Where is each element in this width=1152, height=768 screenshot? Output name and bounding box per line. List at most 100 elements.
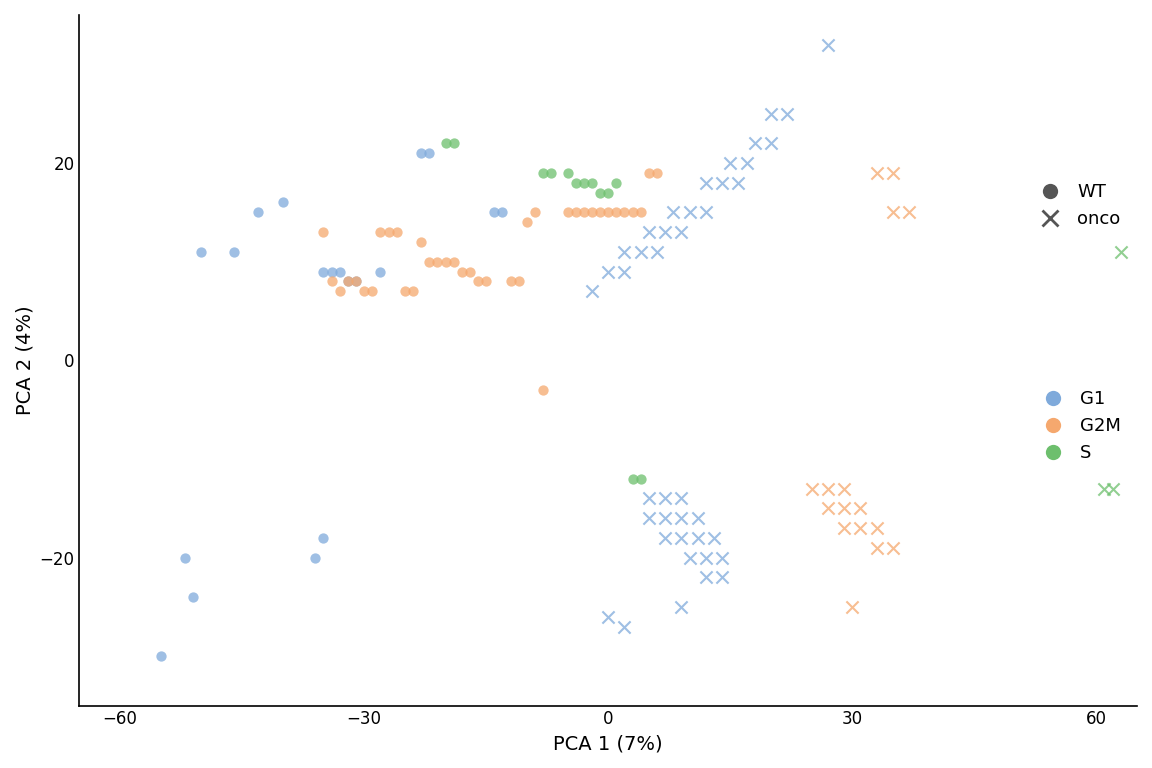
- Point: [323, 275, 341, 287]
- Point: [607, 206, 626, 218]
- Point: [697, 571, 715, 584]
- Point: [412, 147, 431, 159]
- Point: [900, 206, 918, 218]
- Point: [152, 650, 170, 662]
- Point: [867, 167, 886, 179]
- Point: [713, 571, 732, 584]
- Point: [501, 275, 520, 287]
- Point: [559, 167, 577, 179]
- Point: [371, 266, 389, 278]
- Point: [429, 256, 447, 268]
- Point: [591, 206, 609, 218]
- Point: [681, 206, 699, 218]
- Point: [493, 206, 511, 218]
- Point: [705, 531, 723, 544]
- Point: [673, 226, 691, 238]
- Point: [761, 108, 780, 120]
- Point: [835, 482, 854, 495]
- Point: [371, 226, 389, 238]
- Point: [477, 275, 495, 287]
- Legend: G1, G2M, S: G1, G2M, S: [1028, 383, 1128, 469]
- Point: [778, 108, 796, 120]
- Point: [1096, 482, 1114, 495]
- Point: [631, 472, 650, 485]
- X-axis label: PCA 1 (7%): PCA 1 (7%): [553, 734, 664, 753]
- Point: [599, 187, 617, 199]
- Point: [689, 512, 707, 525]
- Point: [884, 167, 902, 179]
- Point: [721, 157, 740, 169]
- Point: [655, 492, 674, 505]
- Point: [331, 266, 349, 278]
- Point: [225, 246, 243, 258]
- Point: [819, 502, 838, 515]
- Point: [599, 266, 617, 278]
- Point: [575, 177, 593, 189]
- Point: [803, 482, 821, 495]
- Point: [761, 137, 780, 150]
- Point: [599, 206, 617, 218]
- Point: [314, 266, 333, 278]
- Point: [615, 246, 634, 258]
- Point: [884, 541, 902, 554]
- Point: [631, 206, 650, 218]
- Point: [615, 206, 634, 218]
- Point: [517, 216, 536, 228]
- Point: [673, 531, 691, 544]
- Point: [323, 266, 341, 278]
- Point: [623, 206, 642, 218]
- Point: [249, 206, 267, 218]
- Point: [533, 167, 552, 179]
- Point: [639, 492, 658, 505]
- Point: [583, 285, 601, 297]
- Point: [176, 551, 195, 564]
- Point: [639, 167, 658, 179]
- Point: [884, 206, 902, 218]
- Point: [437, 137, 455, 150]
- Point: [843, 601, 862, 613]
- Point: [655, 226, 674, 238]
- Point: [184, 591, 203, 603]
- Point: [273, 197, 291, 209]
- Point: [355, 285, 373, 297]
- Point: [567, 177, 585, 189]
- Point: [631, 246, 650, 258]
- Point: [437, 256, 455, 268]
- Point: [525, 206, 544, 218]
- Point: [681, 551, 699, 564]
- Point: [331, 285, 349, 297]
- Point: [607, 177, 626, 189]
- Point: [445, 256, 463, 268]
- Point: [615, 621, 634, 633]
- Point: [306, 551, 325, 564]
- Point: [835, 522, 854, 535]
- Point: [647, 246, 666, 258]
- Point: [395, 285, 414, 297]
- Point: [851, 522, 870, 535]
- Point: [485, 206, 503, 218]
- Point: [697, 177, 715, 189]
- Point: [453, 266, 471, 278]
- Point: [737, 157, 756, 169]
- Point: [673, 601, 691, 613]
- Point: [543, 167, 561, 179]
- Point: [664, 206, 682, 218]
- Point: [420, 147, 439, 159]
- Point: [314, 531, 333, 544]
- Point: [835, 502, 854, 515]
- Point: [689, 531, 707, 544]
- Point: [461, 266, 479, 278]
- Point: [599, 611, 617, 623]
- Point: [639, 226, 658, 238]
- Point: [647, 167, 666, 179]
- Point: [469, 275, 487, 287]
- Point: [533, 384, 552, 396]
- Point: [363, 285, 381, 297]
- Point: [420, 256, 439, 268]
- Point: [347, 275, 365, 287]
- Point: [713, 177, 732, 189]
- Point: [583, 206, 601, 218]
- Point: [655, 531, 674, 544]
- Point: [339, 275, 357, 287]
- Point: [567, 206, 585, 218]
